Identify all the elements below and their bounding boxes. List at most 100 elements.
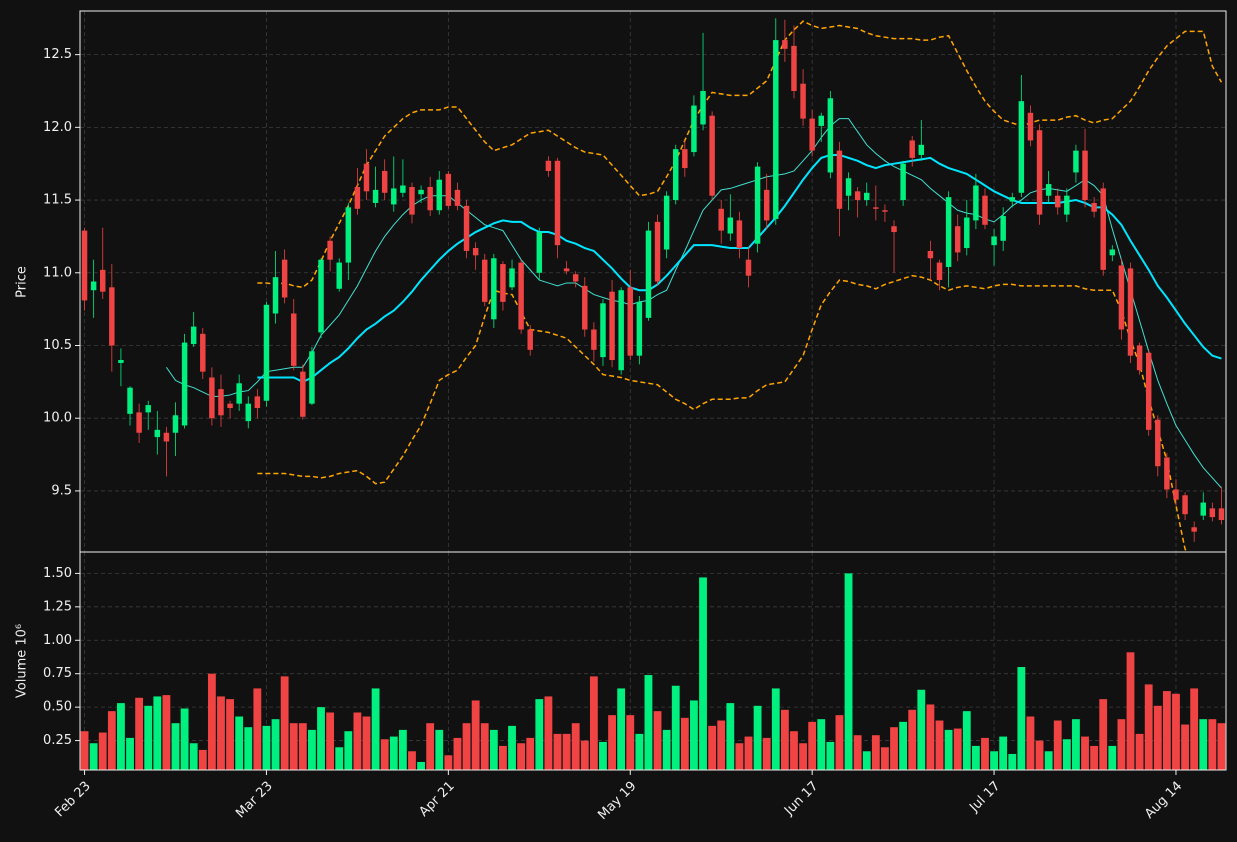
volume-bar <box>398 729 407 770</box>
candle-body <box>163 432 170 442</box>
volume-bar <box>98 732 107 770</box>
candle-body <box>327 240 333 260</box>
volume-bar <box>80 731 89 770</box>
candle-body <box>381 170 388 193</box>
candle-body <box>245 403 251 422</box>
volume-bar <box>644 675 653 770</box>
candle-body <box>291 313 297 366</box>
candle-body <box>1091 202 1097 212</box>
candle-body <box>1073 150 1079 173</box>
candle-body <box>609 291 615 361</box>
candle-body <box>1182 495 1188 515</box>
candle-body <box>254 396 261 409</box>
volume-bar <box>317 707 325 770</box>
candle-body <box>982 195 988 225</box>
volume-bar <box>1126 652 1135 770</box>
candle-body <box>536 232 543 273</box>
candle-body <box>190 326 197 345</box>
candle-body <box>209 377 215 419</box>
volume-bar <box>935 720 944 770</box>
candle-body <box>227 403 233 409</box>
candle-body <box>372 189 379 203</box>
candle-body <box>909 140 915 158</box>
candle-body <box>654 221 661 282</box>
candle-body <box>109 287 115 346</box>
candle-body <box>1136 345 1143 371</box>
candle-body <box>1118 265 1125 330</box>
candle-body <box>991 236 997 246</box>
volume-bar <box>553 733 562 770</box>
volume-bar <box>1181 724 1189 770</box>
volume-bar <box>1081 736 1089 770</box>
y-tick-label: 10.5 <box>43 338 72 353</box>
candle-body <box>709 115 715 196</box>
candle-body <box>554 160 561 246</box>
volume-bar <box>371 688 380 770</box>
candle-body <box>345 207 352 263</box>
volume-bar <box>107 711 116 770</box>
candle-body <box>918 144 925 155</box>
y-tick-label: 11.0 <box>43 265 72 280</box>
candle-body <box>1145 352 1152 430</box>
candle-body <box>491 258 497 320</box>
volume-bar <box>662 729 671 770</box>
candle-body <box>718 208 724 231</box>
candle-body <box>154 429 161 438</box>
volume-bar <box>908 709 917 770</box>
candle-body <box>900 163 906 201</box>
volume-bar <box>762 737 771 770</box>
volume-bar <box>526 737 535 770</box>
volume-bar <box>417 761 425 770</box>
volume-bar <box>1062 739 1071 770</box>
volume-bar <box>571 723 580 770</box>
y-tick-label: 11.5 <box>43 193 72 208</box>
volume-bar <box>171 723 180 770</box>
volume-bar <box>1190 688 1199 770</box>
candle-body <box>200 333 206 372</box>
candle-body <box>673 149 679 201</box>
volume-bar <box>626 715 635 770</box>
candle-body <box>773 40 779 219</box>
candle-body <box>563 268 570 272</box>
indicator-line <box>257 274 1188 552</box>
candle-body <box>81 230 88 301</box>
y-axis-label: Price <box>15 266 30 298</box>
volume-bar <box>771 688 780 770</box>
volume-bar <box>535 699 544 770</box>
candle-body <box>763 189 770 221</box>
volume-bar <box>1162 691 1171 770</box>
candle-body <box>300 371 306 417</box>
candle-body <box>363 163 370 192</box>
candle-body <box>636 301 643 356</box>
volume-bar <box>353 712 362 770</box>
volume-bar <box>453 737 462 770</box>
volume-bar <box>408 751 416 770</box>
candle-body <box>518 262 524 330</box>
volume-bar <box>853 735 862 770</box>
volume-bar <box>1053 720 1062 770</box>
candle-body <box>954 226 961 253</box>
candle-body <box>263 304 270 401</box>
volume-bar <box>362 716 371 770</box>
y-tick-label: 0.75 <box>43 666 72 681</box>
candle-body <box>1200 502 1206 516</box>
candle-body <box>818 115 824 126</box>
y-tick-label: 0.50 <box>43 700 72 715</box>
volume-bar <box>926 704 935 770</box>
volume-bar <box>780 709 789 770</box>
candle-body <box>745 259 752 276</box>
candle-body <box>618 290 624 371</box>
volume-bar <box>562 733 571 770</box>
candle-body <box>663 195 670 250</box>
y-axis-label: Volume 10⁶ <box>15 624 30 698</box>
candle-body <box>472 248 479 256</box>
candle-body <box>545 160 552 171</box>
volume-bar <box>680 717 689 770</box>
volume-bar <box>1026 716 1035 770</box>
volume-bar <box>708 725 717 770</box>
y-tick-label: 0.25 <box>43 733 72 748</box>
candle-body <box>572 274 579 282</box>
candle-body <box>527 329 533 350</box>
candle-body <box>645 230 652 318</box>
candle-body <box>682 149 688 169</box>
